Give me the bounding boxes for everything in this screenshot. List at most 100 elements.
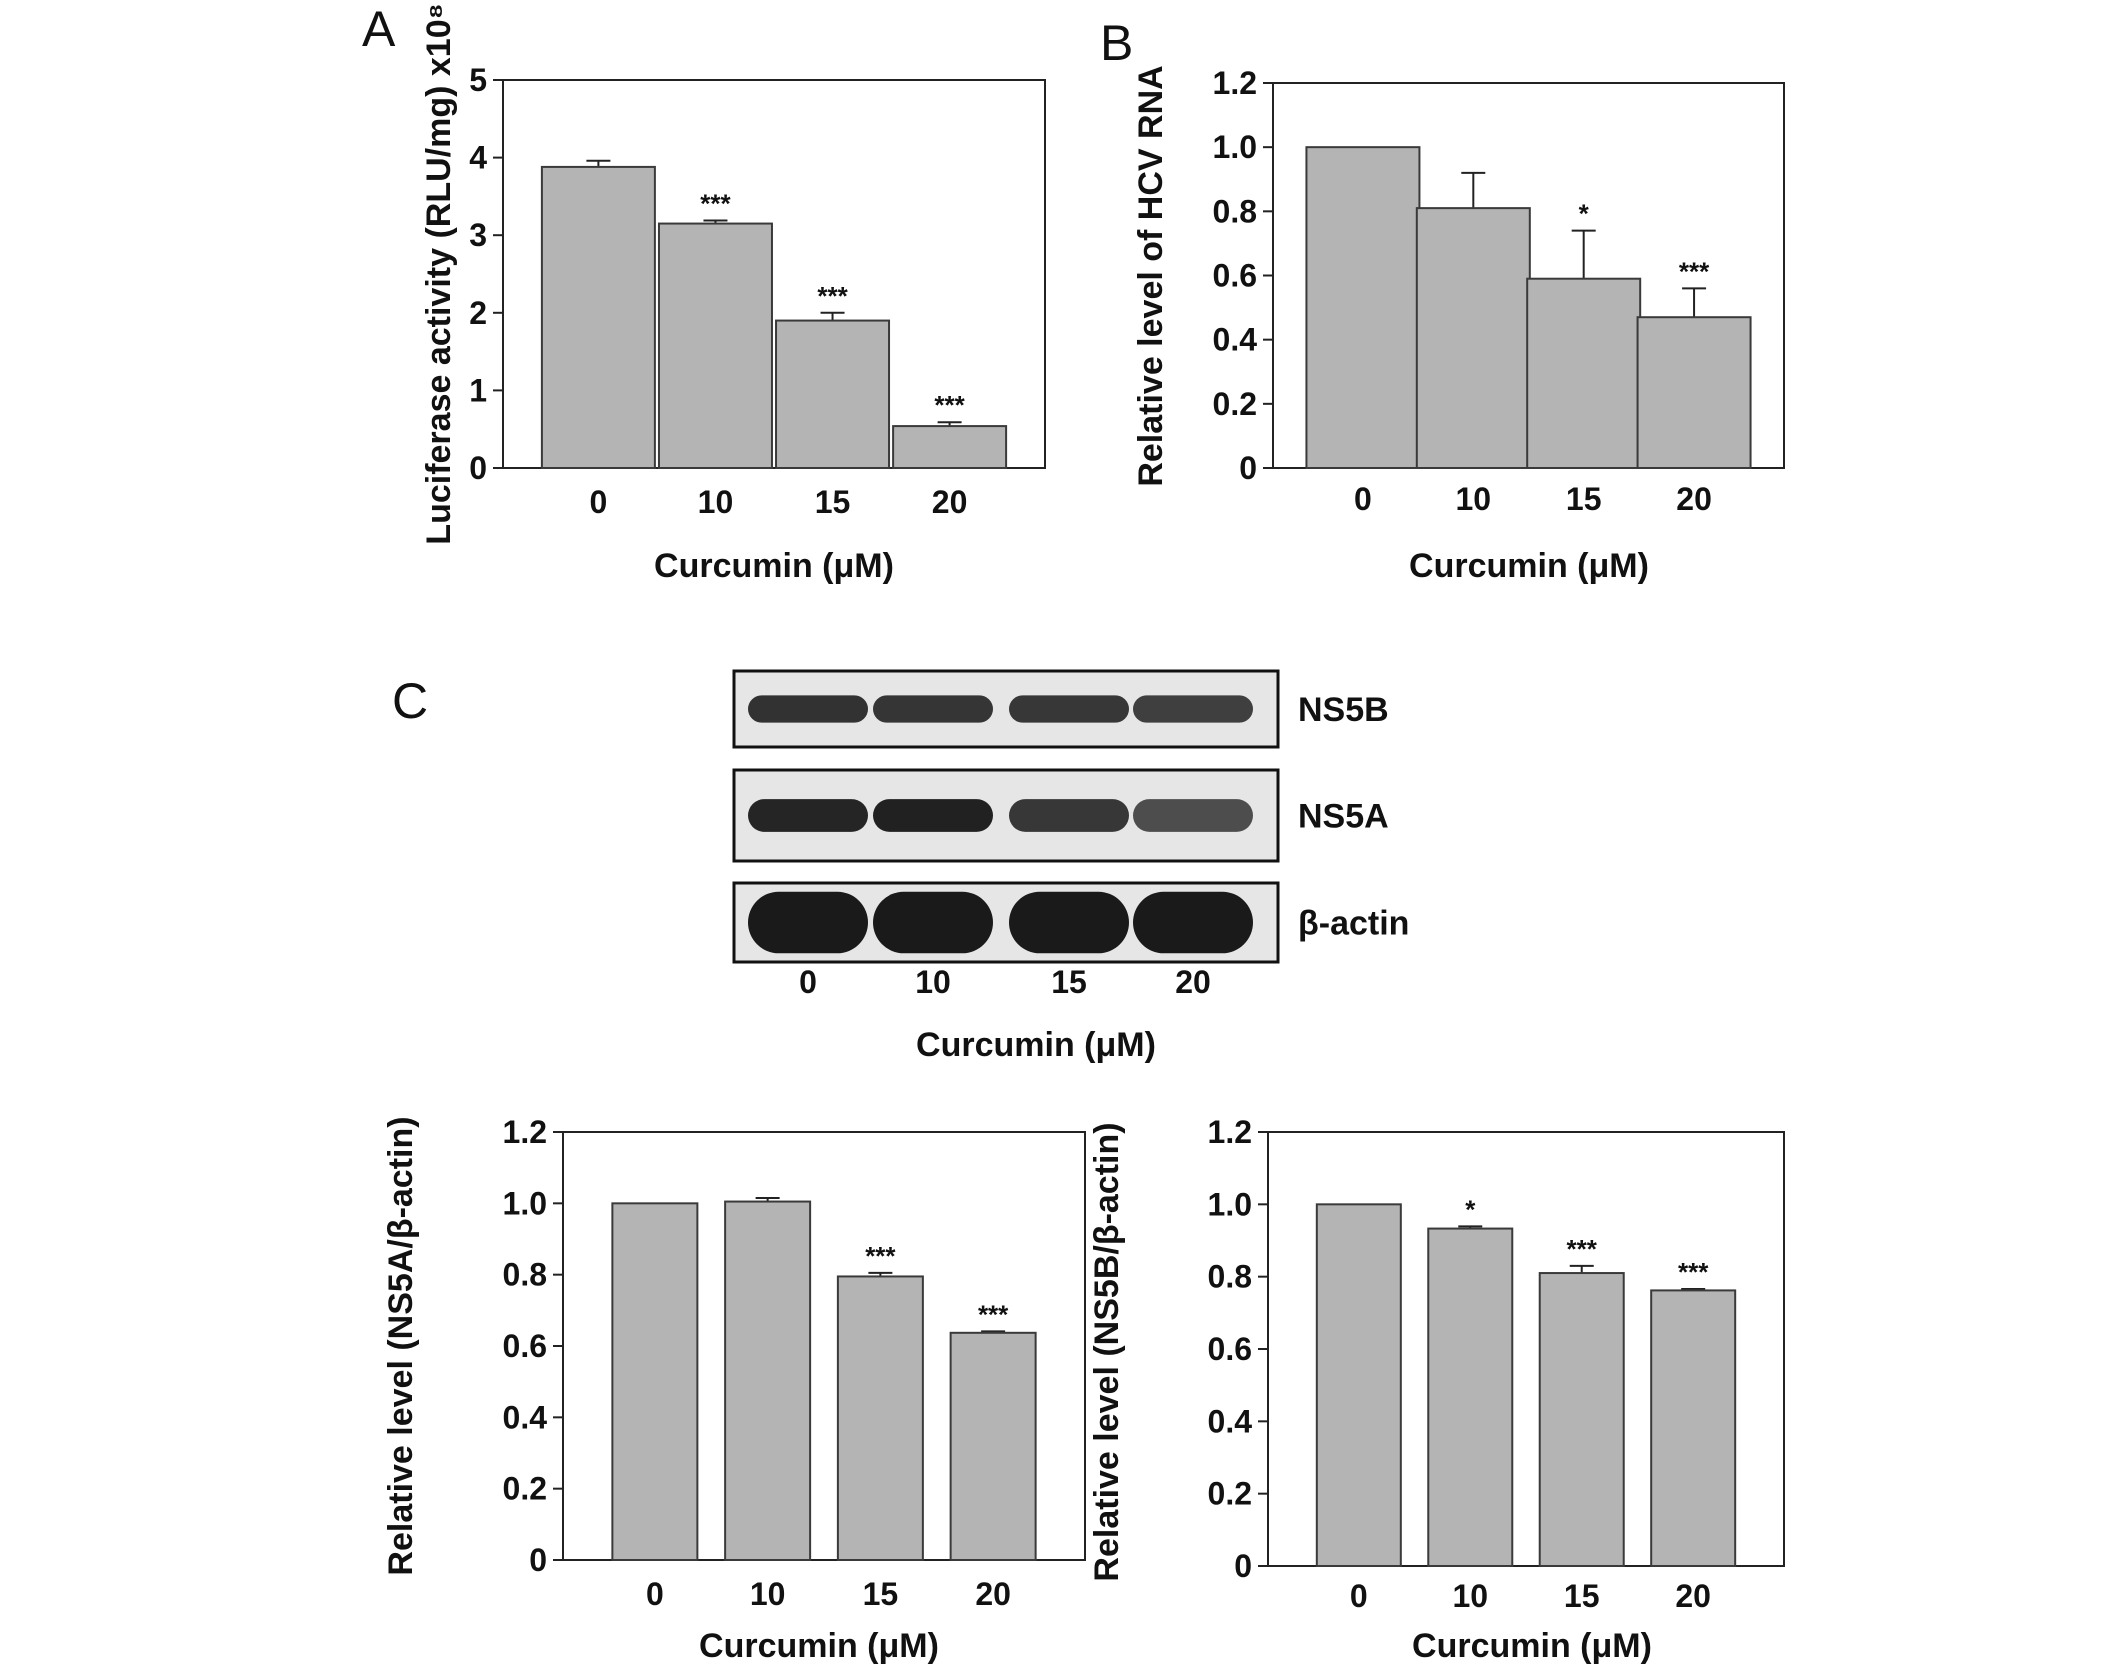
- bar: [1538, 1272, 1625, 1568]
- y-tick-label: 0.8: [1208, 1259, 1252, 1295]
- y-tick-label: 0.8: [1213, 193, 1257, 229]
- x-tick-label: 0: [646, 1576, 664, 1612]
- x-tick-label: 0: [1354, 481, 1372, 517]
- blot-row-ns5a: NS5A: [732, 768, 1389, 863]
- bar: [949, 1331, 1037, 1562]
- blot-band: [1133, 891, 1253, 954]
- y-axis-label: Relative level (NS5A/β-actin): [382, 1116, 420, 1575]
- blot-band: [748, 799, 868, 832]
- blot-band: [748, 891, 868, 954]
- bar: [1526, 277, 1642, 470]
- blot-band: [748, 695, 868, 723]
- x-tick-label: 15: [1566, 481, 1602, 517]
- blot-row-label: NS5A: [1298, 798, 1389, 836]
- chart-a-luciferase: 0 1 2 3 4 5 0 10 *** 15 *** 20 *** Curcumin (μM) Lucif…: [420, 3, 1046, 585]
- y-tick-label: 1.2: [1208, 1114, 1252, 1150]
- x-axis-label: Curcumin (μM): [654, 547, 894, 585]
- y-tick-label: 0.4: [1208, 1403, 1253, 1439]
- x-tick-label: 15: [863, 1576, 899, 1612]
- bar: [836, 1275, 924, 1561]
- y-tick-label: 0: [1234, 1548, 1252, 1584]
- y-tick-label: 1: [469, 372, 487, 408]
- significance-marker: ***: [978, 1299, 1009, 1329]
- y-tick-label: 1.0: [1208, 1186, 1252, 1222]
- y-tick-label: 0.4: [503, 1399, 548, 1435]
- y-tick-label: 0: [529, 1542, 547, 1578]
- bar: [657, 222, 773, 469]
- blot-band: [1133, 695, 1253, 723]
- y-tick-label: 0.2: [503, 1471, 547, 1507]
- significance-marker: ***: [934, 390, 965, 420]
- bar: [1305, 146, 1421, 470]
- blot-band: [1009, 799, 1129, 832]
- y-tick-label: 0: [469, 450, 487, 486]
- y-tick-label: 0.6: [1213, 258, 1257, 294]
- blot-row-ns5b: NS5B: [732, 669, 1389, 749]
- blot-band: [1133, 799, 1253, 832]
- bar: [540, 165, 656, 470]
- y-axis-label: Relative level of HCV RNA: [1132, 65, 1170, 486]
- x-axis-label: Curcumin (μM): [699, 1627, 939, 1665]
- bar: [1315, 1203, 1402, 1568]
- blot-band: [1009, 695, 1129, 723]
- chart-b-hcv-rna: 0 0.2 0.4 0.6 0.8 1.0 1.2 0 10 15 * 20 *** Curcumin (…: [1132, 65, 1785, 585]
- significance-marker: ***: [865, 1241, 896, 1271]
- lane-label: 15: [1051, 964, 1087, 1000]
- x-tick-label: 0: [589, 484, 607, 520]
- x-axis-label: Curcumin (μM): [1412, 1627, 1652, 1665]
- x-tick-label: 20: [1675, 1578, 1711, 1614]
- chart-c-ns5b: 0 0.2 0.4 0.6 0.8 1.0 1.2 0 10 * 15 *** 20 *** Curcumi…: [1088, 1114, 1785, 1665]
- y-tick-label: 1.0: [503, 1185, 547, 1221]
- y-tick-label: 0.2: [1213, 386, 1257, 422]
- blot-x-label: Curcumin (μM): [916, 1026, 1156, 1064]
- x-tick-label: 10: [750, 1576, 786, 1612]
- y-tick-label: 1.2: [503, 1114, 547, 1150]
- blot-row-label: NS5B: [1298, 691, 1389, 729]
- y-tick-label: 4: [469, 140, 487, 176]
- y-tick-label: 0.6: [1208, 1331, 1252, 1367]
- significance-marker: *: [1465, 1194, 1476, 1224]
- blot-band: [873, 695, 993, 723]
- x-tick-label: 20: [975, 1576, 1011, 1612]
- x-axis-label: Curcumin (μM): [1409, 547, 1649, 585]
- blot-band: [1009, 891, 1129, 954]
- western-blot: NS5B NS5A β-actin 0 10 15 20 Curcumin (μM): [732, 669, 1409, 1064]
- significance-marker: ***: [700, 188, 731, 218]
- significance-marker: ***: [1679, 256, 1710, 286]
- chart-c-ns5a: 0 0.2 0.4 0.6 0.8 1.0 1.2 0 10 15 *** 20 *** Curcumin…: [382, 1114, 1086, 1665]
- y-tick-label: 0.6: [503, 1328, 547, 1364]
- bar: [724, 1200, 812, 1562]
- y-tick-label: 5: [469, 62, 487, 98]
- blot-band: [873, 891, 993, 954]
- x-tick-label: 20: [932, 484, 968, 520]
- x-tick-label: 10: [1456, 481, 1492, 517]
- x-tick-label: 15: [815, 484, 851, 520]
- bar: [1427, 1227, 1514, 1567]
- lane-label: 0: [799, 964, 817, 1000]
- bar: [892, 425, 1008, 470]
- y-tick-label: 3: [469, 217, 487, 253]
- bar: [1415, 207, 1531, 469]
- lane-label: 20: [1175, 964, 1211, 1000]
- x-tick-label: 10: [698, 484, 734, 520]
- x-tick-label: 15: [1564, 1578, 1600, 1614]
- panel-letter-b: B: [1100, 15, 1133, 71]
- y-tick-label: 0: [1239, 450, 1257, 486]
- bar: [611, 1202, 699, 1562]
- y-tick-label: 2: [469, 295, 487, 331]
- plot-frame: [502, 79, 1046, 469]
- x-tick-label: 0: [1350, 1578, 1368, 1614]
- significance-marker: *: [1579, 199, 1590, 229]
- y-tick-label: 0.4: [1213, 322, 1258, 358]
- y-tick-label: 1.0: [1213, 129, 1257, 165]
- y-axis-label: Relative level (NS5B/β-actin): [1088, 1122, 1126, 1581]
- blot-row-beta-actin: β-actin: [732, 881, 1409, 964]
- significance-marker: ***: [817, 281, 848, 311]
- bar: [775, 319, 891, 469]
- bar: [1636, 316, 1752, 470]
- y-tick-label: 0.2: [1208, 1476, 1252, 1512]
- significance-marker: ***: [1567, 1234, 1598, 1264]
- x-tick-label: 20: [1676, 481, 1712, 517]
- y-tick-label: 0.8: [503, 1257, 547, 1293]
